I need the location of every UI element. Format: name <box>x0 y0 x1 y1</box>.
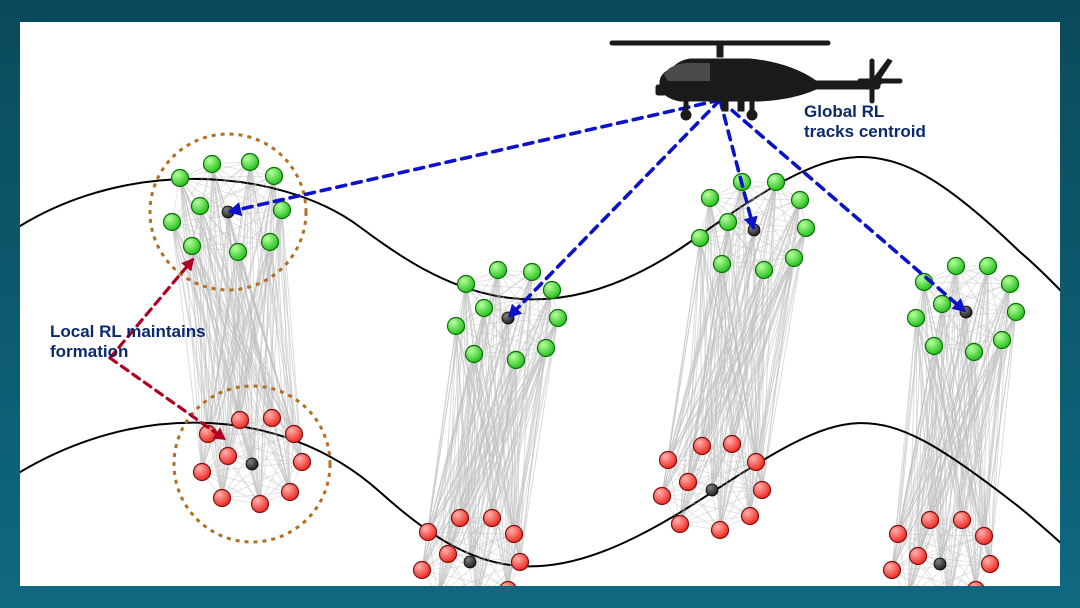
node-ball <box>680 474 697 491</box>
node-ball <box>524 264 541 281</box>
node-ball <box>172 170 189 187</box>
node-ball <box>194 464 211 481</box>
node-ball <box>672 516 689 533</box>
node-ball <box>506 526 523 543</box>
node-ball <box>712 522 729 539</box>
node-ball <box>742 508 759 525</box>
node-ball <box>724 436 741 453</box>
node-ball <box>908 310 925 327</box>
node-ball <box>1008 304 1025 321</box>
node-ball <box>262 234 279 251</box>
cluster-link <box>662 496 720 530</box>
node-ball <box>754 482 771 499</box>
node-ball <box>976 528 993 545</box>
node-ball <box>414 562 431 579</box>
node-ball <box>884 562 901 579</box>
node-ball <box>192 198 209 215</box>
node-ball <box>694 438 711 455</box>
node-ball <box>786 250 803 267</box>
node-ball <box>890 526 907 543</box>
node-ball <box>484 510 501 527</box>
node-ball <box>994 332 1011 349</box>
tracking-arrow <box>231 100 720 211</box>
node-ball <box>654 488 671 505</box>
node-ball <box>934 296 951 313</box>
node-ball <box>458 276 475 293</box>
node-ball <box>714 256 731 273</box>
node-ball <box>966 344 983 361</box>
node-ball <box>286 426 303 443</box>
node-ball <box>420 524 437 541</box>
node-ball <box>702 190 719 207</box>
centroid <box>246 458 258 470</box>
local-rl-label: Local RL maintains formation <box>50 322 206 363</box>
node-ball <box>692 230 709 247</box>
node-ball <box>466 346 483 363</box>
centroid <box>706 484 718 496</box>
node-ball <box>954 512 971 529</box>
node-ball <box>184 238 201 255</box>
node-ball <box>1002 276 1019 293</box>
node-ball <box>550 310 567 327</box>
node-ball <box>266 168 283 185</box>
node-ball <box>748 454 765 471</box>
node-ball <box>980 258 997 275</box>
centroid <box>464 556 476 568</box>
page-outer: Global RL tracks centroid Local RL maint… <box>0 0 1080 608</box>
node-ball <box>500 582 517 587</box>
node-ball <box>968 582 985 587</box>
node-ball <box>252 496 269 513</box>
node-ball <box>538 340 555 357</box>
node-ball <box>926 338 943 355</box>
node-ball <box>274 202 291 219</box>
global-rl-label: Global RL tracks centroid <box>804 102 926 143</box>
node-ball <box>756 262 773 279</box>
node-ball <box>164 214 181 231</box>
node-ball <box>242 154 259 171</box>
node-ball <box>452 510 469 527</box>
node-ball <box>660 452 677 469</box>
node-ball <box>490 262 507 279</box>
node-ball <box>922 512 939 529</box>
node-ball <box>220 448 237 465</box>
node-ball <box>476 300 493 317</box>
node-ball <box>508 352 525 369</box>
node-ball <box>512 554 529 571</box>
diagram-panel: Global RL tracks centroid Local RL maint… <box>20 22 1060 586</box>
node-ball <box>440 546 457 563</box>
centroid <box>934 558 946 570</box>
node-ball <box>448 318 465 335</box>
node-ball <box>792 192 809 209</box>
node-ball <box>948 258 965 275</box>
node-ball <box>910 548 927 565</box>
node-ball <box>982 556 999 573</box>
node-ball <box>204 156 221 173</box>
node-ball <box>294 454 311 471</box>
node-ball <box>264 410 281 427</box>
node-ball <box>720 214 737 231</box>
node-ball <box>230 244 247 261</box>
node-ball <box>282 484 299 501</box>
node-ball <box>798 220 815 237</box>
node-ball <box>214 490 231 507</box>
node-ball <box>544 282 561 299</box>
node-ball <box>232 412 249 429</box>
node-ball <box>768 174 785 191</box>
